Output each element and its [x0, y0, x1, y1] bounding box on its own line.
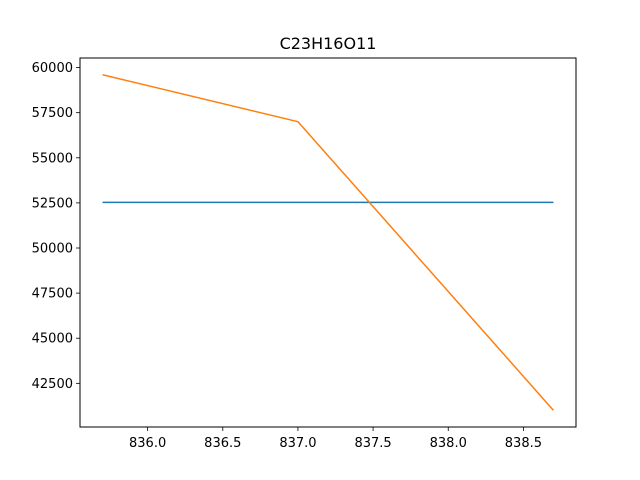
series-layer	[102, 74, 555, 411]
y-tick-label: 60000	[32, 61, 73, 76]
y-tick-label: 52500	[32, 196, 73, 211]
series-line-2	[102, 74, 555, 411]
x-tick-label: 836.5	[204, 436, 241, 451]
y-tick-label: 42500	[32, 377, 73, 392]
x-tick-label: 837.0	[279, 436, 316, 451]
x-axis: 836.0 836.5 837.0 837.5 838.0 838.5	[129, 427, 542, 451]
x-tick-label: 838.0	[430, 436, 467, 451]
y-tick-label: 50000	[32, 242, 73, 257]
y-tick-label: 47500	[32, 287, 73, 302]
x-tick-label: 837.5	[354, 436, 391, 451]
chart-title: C23H16O11	[280, 34, 377, 53]
y-axis: 42500 45000 47500 50000 52500 55000 57500 60000	[32, 61, 80, 392]
plot-area	[80, 58, 576, 427]
y-tick-label: 57500	[32, 106, 73, 121]
plot-frame	[79, 57, 577, 428]
y-tick-label: 45000	[32, 332, 73, 347]
x-tick-label: 836.0	[129, 436, 166, 451]
x-tick-label: 838.5	[505, 436, 542, 451]
y-tick-label: 55000	[32, 151, 73, 166]
